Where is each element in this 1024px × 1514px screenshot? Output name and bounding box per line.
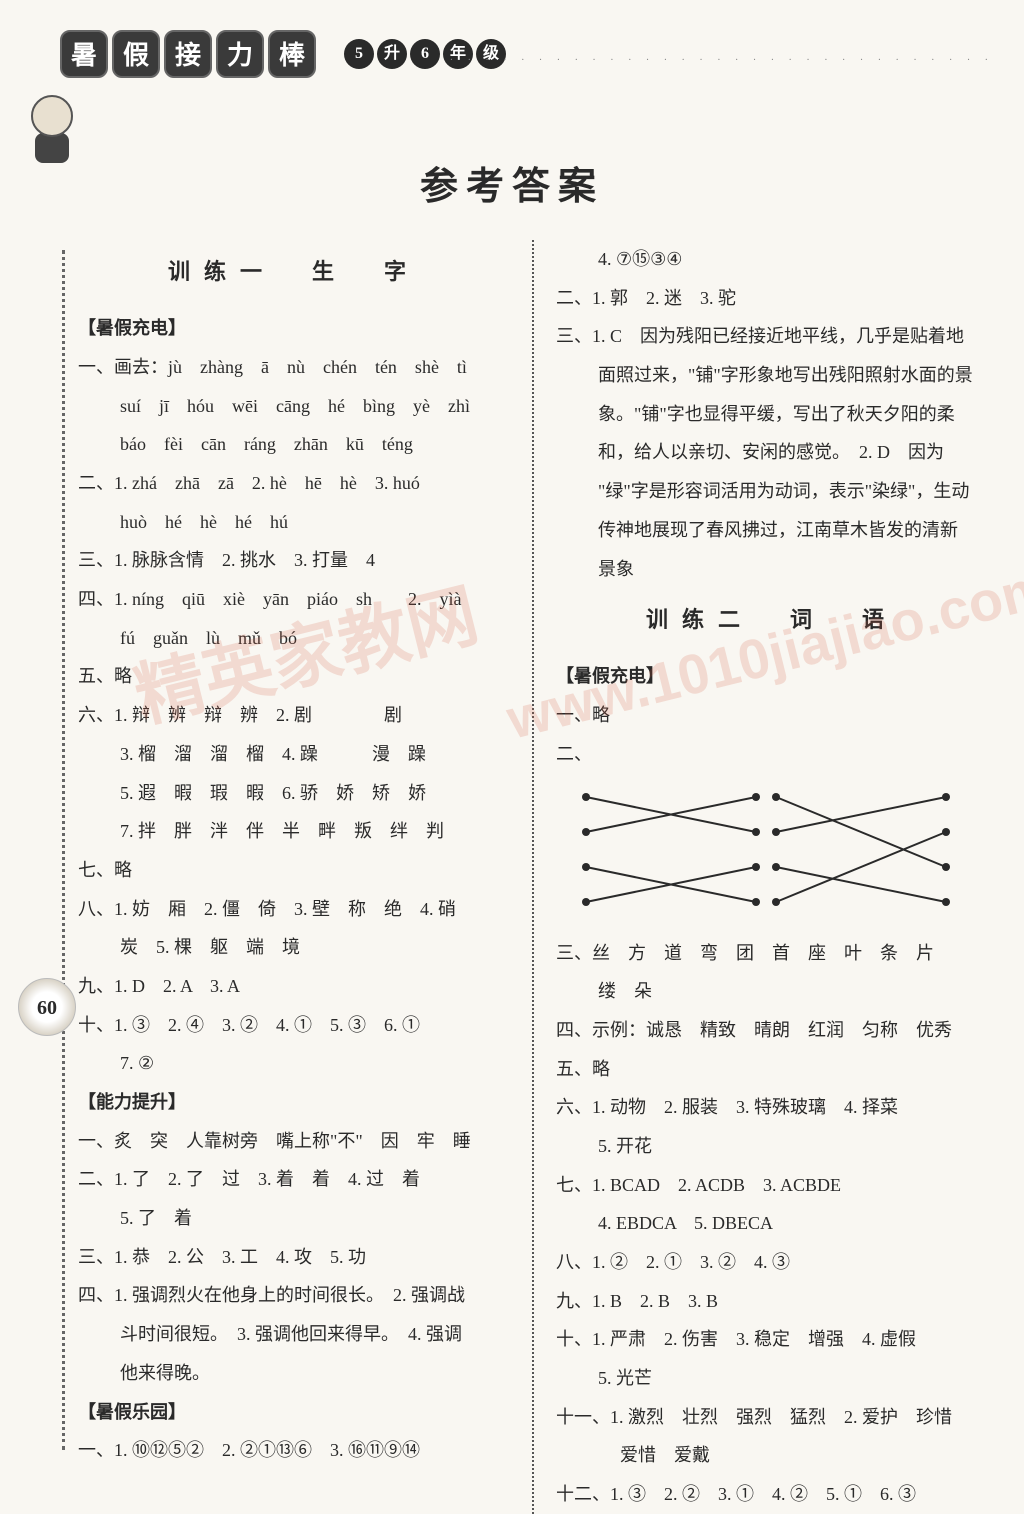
answer-line: 四、示例：诚恳 精致 晴朗 红润 匀称 优秀 [556, 1011, 988, 1050]
matching-diagram [576, 782, 956, 922]
bracket-heading: 【暑假充电】 [78, 309, 510, 348]
bracket-heading: 【暑假乐园】 [78, 1393, 510, 1432]
answer-line: 六、1. 辩 辨 辩 辨 2. 剧 剧 [78, 696, 510, 735]
answer-line: 十、1. 严肃 2. 伤害 3. 稳定 增强 4. 虚假 [556, 1320, 988, 1359]
bracket-heading: 【能力提升】 [78, 1083, 510, 1122]
answer-line: 九、1. D 2. A 3. A [78, 967, 510, 1006]
left-margin-dots [62, 250, 65, 1450]
answer-line: 四、1. níng qiū xiè yān piáo sh 2. yìà [78, 580, 510, 619]
answer-line: 炭 5. 棵 躯 端 境 [78, 928, 510, 967]
answer-line: 三、1. C 因为残阳已经接近地平线，几乎是贴着地 [556, 317, 988, 356]
section-title: 训练二 词 语 [556, 596, 988, 643]
answer-line: "绿"字是形容词活用为动词，表示"染绿"，生动 [556, 472, 988, 511]
answer-line: 七、略 [78, 851, 510, 890]
header-char: 假 [112, 30, 160, 78]
answer-line: 十一、1. 激烈 壮烈 强烈 猛烈 2. 爱护 珍惜 [556, 1398, 988, 1437]
answer-line: 八、1. ② 2. ① 3. ② 4. ③ [556, 1243, 988, 1282]
answer-line: 5. 光芒 [556, 1359, 988, 1398]
grade-circle: 6 [410, 39, 440, 69]
answer-line: 三、1. 脉脉含情 2. 挑水 3. 打量 4 [78, 541, 510, 580]
answer-line: 四、1. 强调烈火在他身上的时间很长。 2. 强调战 [78, 1276, 510, 1315]
answer-line: 斗时间很短。 3. 强调他回来得早。 4. 强调 [78, 1315, 510, 1354]
answer-line: 二、1. zhá zhā zā 2. hè hē hè 3. huó [78, 464, 510, 503]
grade-circle: 升 [377, 39, 407, 69]
answer-line: 5. 了 着 [78, 1199, 510, 1238]
main-title: 参考答案 [0, 155, 1024, 210]
answer-line: 3. 榴 溜 溜 榴 4. 躁 漫 躁 [78, 735, 510, 774]
answer-line: 和，给人以亲切、安闲的感觉。 2. D 因为 [556, 433, 988, 472]
bracket-heading: 【暑假充电】 [556, 657, 988, 696]
header-dots: · · · · · · · · · · · · · · · · · · · · … [450, 55, 994, 66]
page-number-badge: 60 [18, 978, 76, 1036]
answer-line: 九、1. B 2. B 3. B [556, 1282, 988, 1321]
answer-line: 八、1. 妨 厢 2. 僵 倚 3. 壁 称 绝 4. 硝 [78, 890, 510, 929]
answer-line: 传神地展现了春风拂过，江南草木皆发的清新 [556, 511, 988, 550]
answer-line: 六、1. 动物 2. 服装 3. 特殊玻璃 4. 择菜 [556, 1088, 988, 1127]
answer-line: báo fèi cān ráng zhān kū téng [78, 425, 510, 464]
content-columns: 训练一 生 字 【暑假充电】 一、画去：jù zhàng ā nù chén t… [0, 240, 1024, 1514]
answer-line: 他来得晚。 [78, 1354, 510, 1393]
header-char: 暑 [60, 30, 108, 78]
answer-line: 三、丝 方 道 弯 团 首 座 叶 条 片 [556, 934, 988, 973]
answer-line: 7. 拌 胖 泮 伴 半 畔 叛 绊 判 [78, 812, 510, 851]
answer-line: 象。"铺"字也显得平缓，写出了秋天夕阳的柔 [556, 395, 988, 434]
answer-line: 一、画去：jù zhàng ā nù chén tén shè tì [78, 348, 510, 387]
answer-line: 5. 遐 暇 瑕 暇 6. 骄 娇 矫 娇 [78, 774, 510, 813]
answer-line: 景象 [556, 550, 988, 589]
page-header: 暑 假 接 力 棒 5 升 6 年 级 · · · · · · · · · · … [0, 0, 1024, 110]
answer-line: 缕 朵 [556, 972, 988, 1011]
answer-line: 一、炙 突 人靠树旁 嘴上称"不" 因 牢 睡 [78, 1122, 510, 1161]
header-char: 棒 [268, 30, 316, 78]
answer-line: 面照过来，"铺"字形象地写出残阳照射水面的景 [556, 356, 988, 395]
header-char: 接 [164, 30, 212, 78]
answer-line: 十二、1. ③ 2. ② 3. ① 4. ② 5. ① 6. ③ [556, 1475, 988, 1514]
answer-line: 五、略 [78, 657, 510, 696]
answer-line: 一、1. ⑩⑫⑤② 2. ②①⑬⑥ 3. ⑯⑪⑨⑭ [78, 1431, 510, 1470]
left-column: 训练一 生 字 【暑假充电】 一、画去：jù zhàng ā nù chén t… [78, 240, 532, 1514]
header-title: 暑 假 接 力 棒 5 升 6 年 级 [60, 30, 506, 78]
answer-line: 二、 [556, 735, 988, 774]
answer-line: 五、略 [556, 1050, 988, 1089]
right-column: 4. ⑦⑮③④ 二、1. 郭 2. 迷 3. 驼 三、1. C 因为残阳已经接近… [532, 240, 988, 1514]
answer-line: fú guǎn lù mǔ bó [78, 619, 510, 658]
answer-line: 爱惜 爱戴 [556, 1436, 988, 1475]
answer-line: 二、1. 了 2. 了 过 3. 着 着 4. 过 着 [78, 1160, 510, 1199]
answer-line: 十、1. ③ 2. ④ 3. ② 4. ① 5. ③ 6. ① [78, 1006, 510, 1045]
grade-circle: 5 [344, 39, 374, 69]
answer-line: 七、1. BCAD 2. ACDB 3. ACBDE [556, 1166, 988, 1205]
header-char: 力 [216, 30, 264, 78]
section-title: 训练一 生 字 [78, 248, 510, 295]
answer-line: 三、1. 恭 2. 公 3. 工 4. 攻 5. 功 [78, 1238, 510, 1277]
mascot-icon [22, 95, 82, 175]
answer-line: 二、1. 郭 2. 迷 3. 驼 [556, 279, 988, 318]
answer-line: 一、略 [556, 696, 988, 735]
answer-line: 4. ⑦⑮③④ [556, 240, 988, 279]
answer-line: 5. 开花 [556, 1127, 988, 1166]
answer-line: suí jī hóu wēi cāng hé bìng yè zhì [78, 387, 510, 426]
matching-svg [576, 782, 956, 922]
answer-line: huò hé hè hé hú [78, 503, 510, 542]
answer-line: 7. ② [78, 1044, 510, 1083]
answer-line: 4. EBDCA 5. DBECA [556, 1204, 988, 1243]
